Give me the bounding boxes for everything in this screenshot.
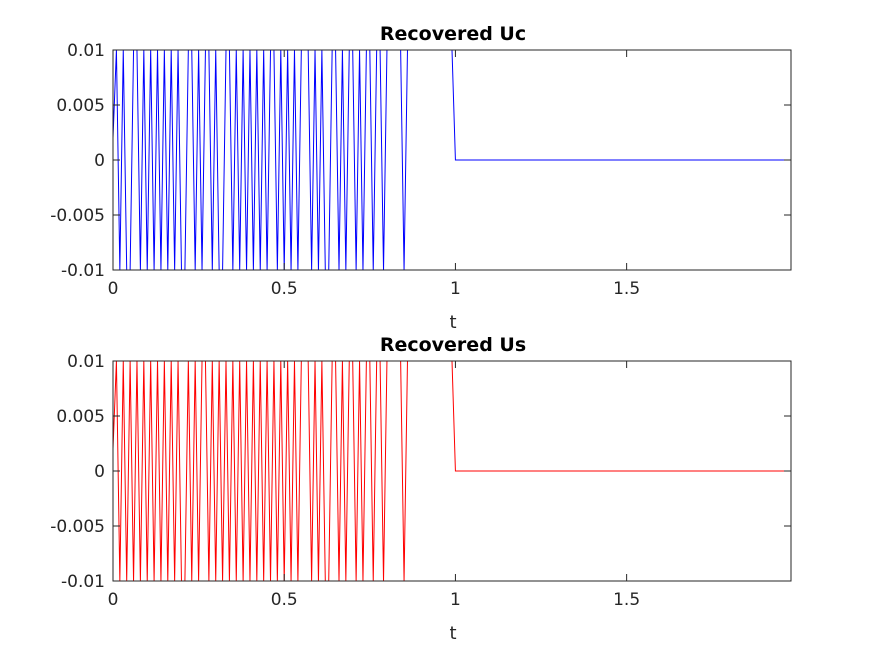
y-tick-label: -0.005 <box>50 206 105 226</box>
subplot-recovered-uc: Recovered Uc 0 0.5 1 1.5 0.01 0.005 0 -0.005 -0.… <box>50 23 792 333</box>
x-tick-label: 1 <box>450 590 461 610</box>
y-tick-label: 0.005 <box>56 407 105 427</box>
plot-title: Recovered Uc <box>380 23 526 45</box>
y-tick-label: -0.005 <box>50 517 105 537</box>
x-axis-label: t <box>449 312 456 333</box>
ticks-layer: 0 0.5 1 1.5 0.01 0.005 0 -0.005 -0.01 <box>50 352 791 610</box>
axes-box <box>112 49 792 271</box>
x-tick-label: 0 <box>108 279 119 299</box>
y-tick-label: 0.01 <box>67 352 105 372</box>
x-tick-label: 0.5 <box>271 590 298 610</box>
x-tick-label: 0.5 <box>271 279 298 299</box>
subplot-recovered-us: Recovered Us 0 0.5 1 1.5 0.01 0.005 0 -0.005 -0.… <box>50 334 792 644</box>
x-tick-label: 1.5 <box>613 279 640 299</box>
axes-box <box>112 360 792 582</box>
series-line-0 <box>112 360 791 582</box>
series-layer <box>112 49 791 271</box>
series-line-0 <box>112 49 791 271</box>
ticks-layer: 0 0.5 1 1.5 0.01 0.005 0 -0.005 -0.01 <box>50 41 791 299</box>
x-axis-label: t <box>449 623 456 644</box>
y-tick-label: -0.01 <box>61 261 105 281</box>
x-tick-label: 1.5 <box>613 590 640 610</box>
y-tick-label: -0.01 <box>61 572 105 592</box>
y-tick-label: 0 <box>94 151 105 171</box>
y-tick-label: 0.01 <box>67 41 105 61</box>
x-tick-label: 1 <box>450 279 461 299</box>
x-tick-label: 0 <box>108 590 119 610</box>
plot-title: Recovered Us <box>380 334 526 356</box>
y-tick-label: 0.005 <box>56 96 105 116</box>
y-tick-label: 0 <box>94 462 105 482</box>
series-layer <box>112 360 791 582</box>
